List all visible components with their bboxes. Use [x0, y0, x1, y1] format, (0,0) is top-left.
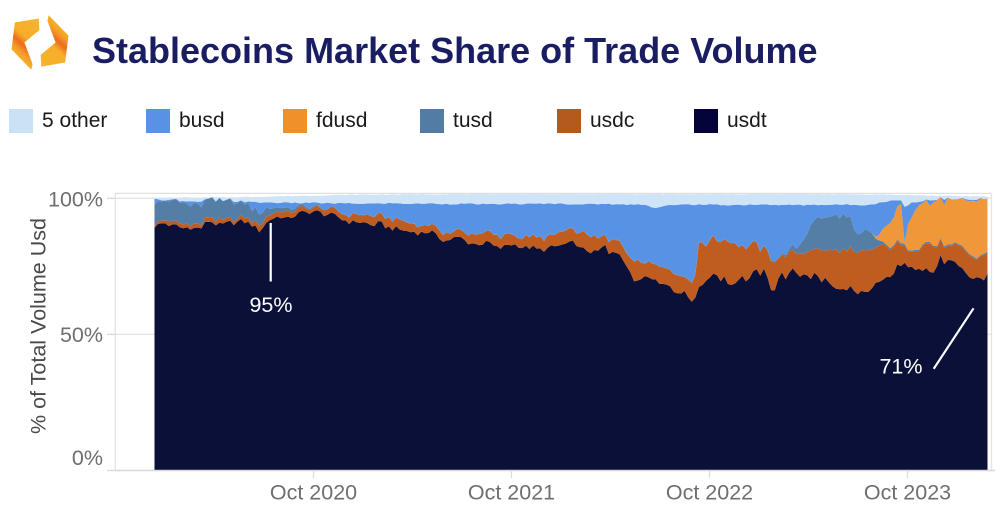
svg-text:100%: 100% — [48, 187, 103, 211]
svg-text:Oct 2022: Oct 2022 — [666, 481, 753, 505]
svg-text:50%: 50% — [60, 323, 103, 347]
svg-text:% of Total Volume Usd: % of Total Volume Usd — [27, 218, 51, 434]
svg-text:Oct 2023: Oct 2023 — [864, 481, 951, 505]
svg-text:95%: 95% — [249, 293, 292, 317]
svg-text:0%: 0% — [72, 446, 103, 470]
svg-text:Oct 2021: Oct 2021 — [468, 481, 555, 505]
svg-text:Oct 2020: Oct 2020 — [270, 481, 357, 505]
svg-text:71%: 71% — [879, 355, 922, 379]
